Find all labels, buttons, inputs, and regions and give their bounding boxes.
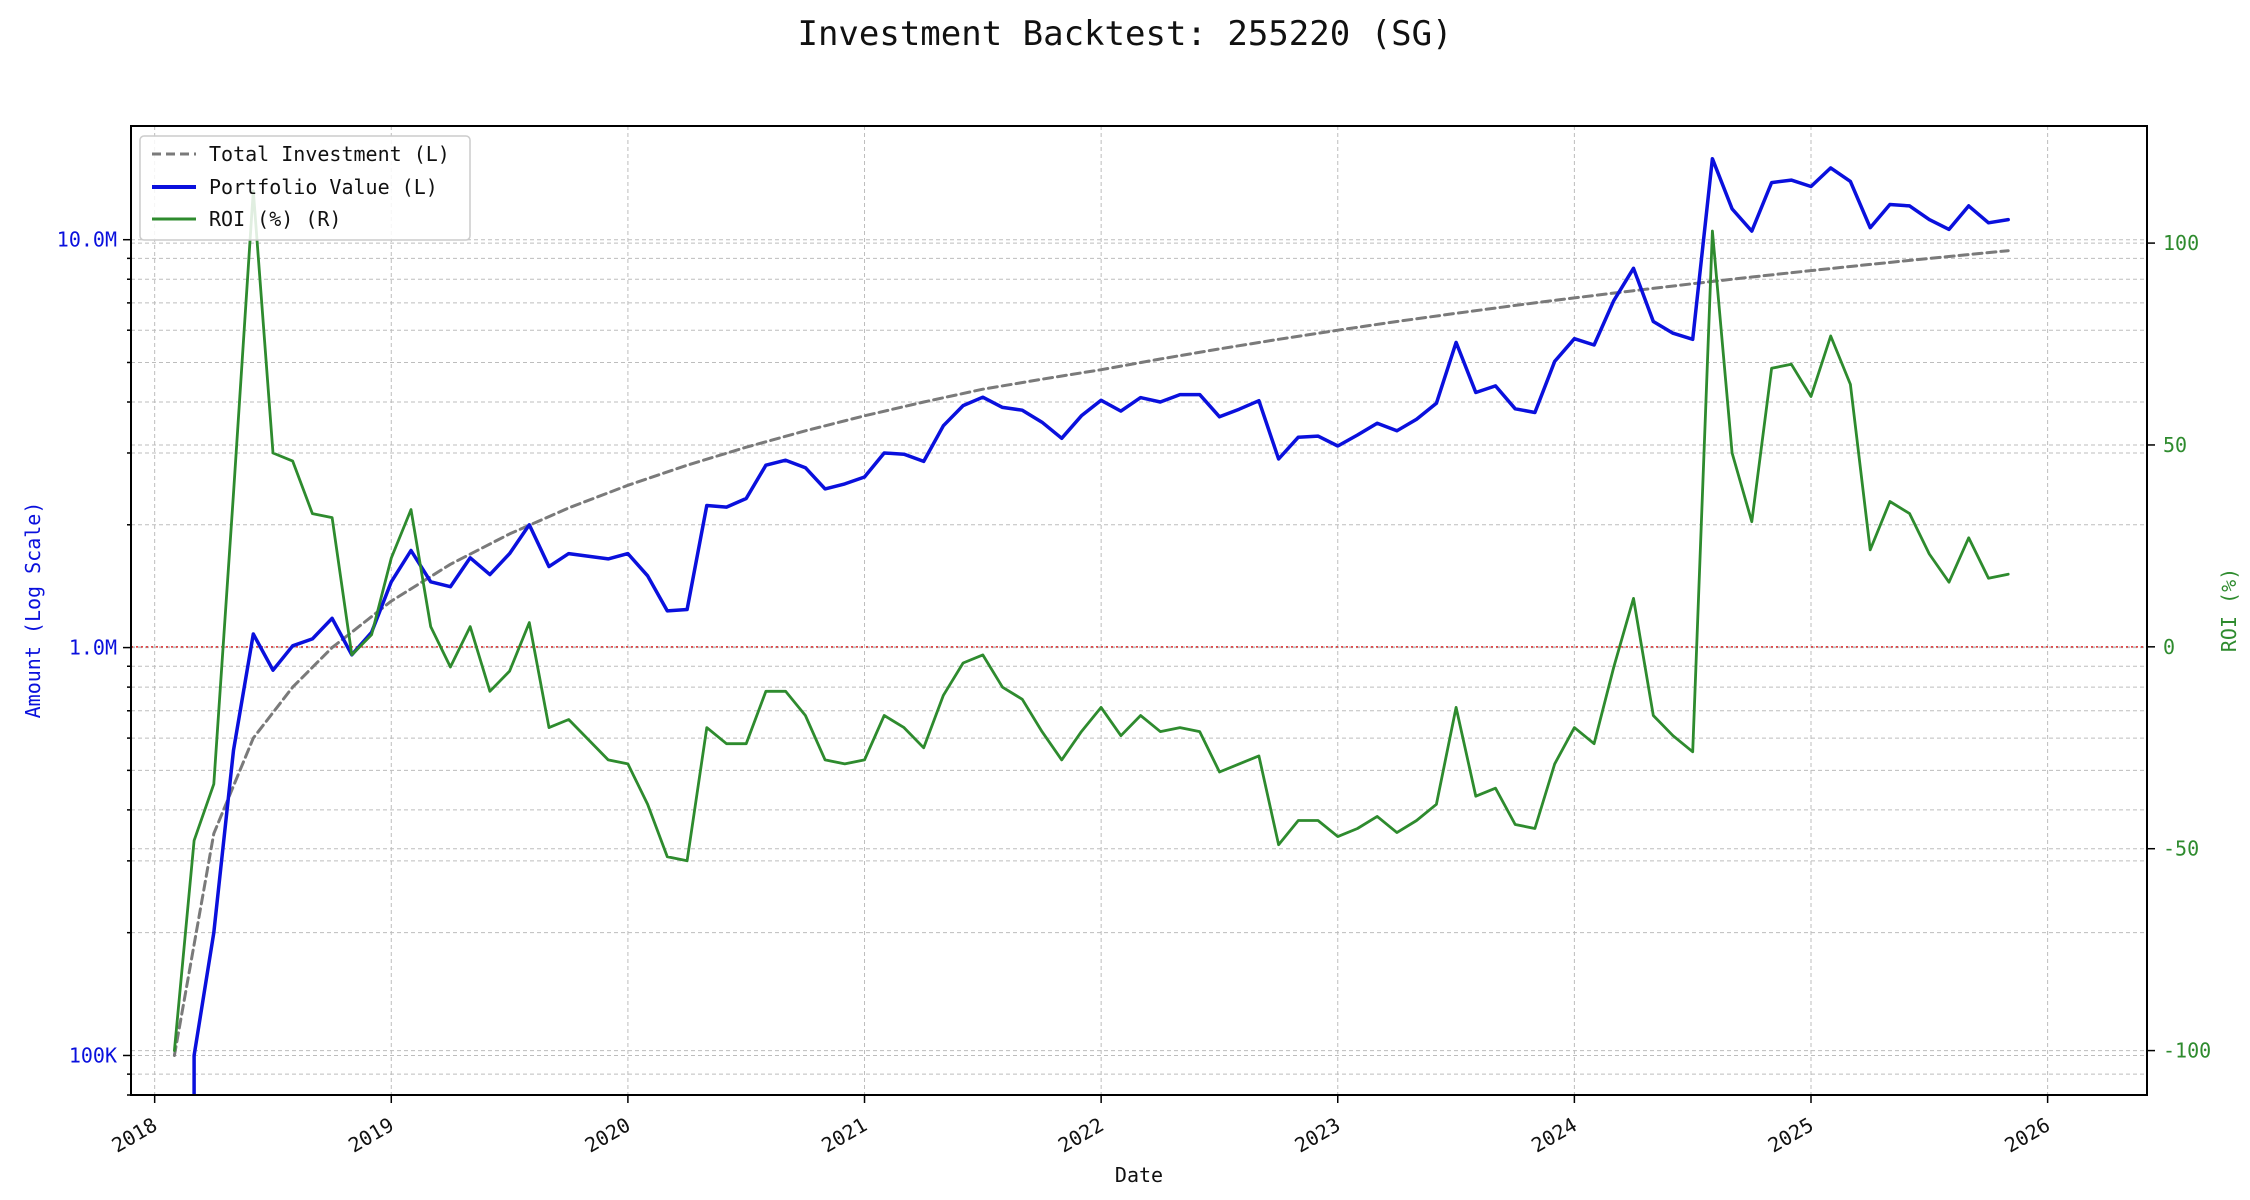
left-tick-label: 10.0M [57, 228, 117, 252]
roi-line [172, 189, 2010, 1052]
x-tick-label: 2023 [1291, 1113, 1345, 1158]
x-tick-label: 2018 [107, 1113, 161, 1158]
plot-frame [130, 125, 2148, 1096]
chart-title: Investment Backtest: 255220 (SG) [797, 14, 1453, 54]
x-tick-label: 2024 [1527, 1113, 1581, 1158]
series-layer [172, 156, 2010, 1095]
total-investment-line [172, 249, 2010, 1057]
x-tick-label: 2021 [817, 1113, 871, 1158]
left-tick-label: 1.0M [69, 636, 117, 660]
x-tick-label: 2019 [344, 1113, 398, 1158]
right-tick-label: -50 [2163, 837, 2199, 861]
x-tick-label: 2022 [1054, 1113, 1108, 1158]
right-tick-label: 100 [2163, 231, 2199, 255]
legend-label-portfolio-value: Portfolio Value (L) [209, 175, 438, 199]
grid-layer [131, 126, 2147, 1096]
legend-label-total-investment: Total Investment (L) [209, 142, 450, 166]
legend-label-roi: ROI (%) (R) [209, 207, 341, 231]
axis-layer: -100 -50 0 50 100 100K 1.0M 10.0M 2018 2019 2020 20… [57, 228, 2211, 1158]
x-axis-title: Date [1115, 1163, 1163, 1187]
right-axis-title: ROI (%) [2217, 568, 2241, 652]
right-tick-label: 50 [2163, 433, 2187, 457]
x-tick-label: 2026 [2000, 1113, 2054, 1158]
right-tick-label: -100 [2163, 1039, 2211, 1063]
legend: Total Investment (L) Portfolio Value (L)… [139, 135, 471, 241]
left-tick-label: 100K [69, 1043, 117, 1067]
legend-box [139, 135, 471, 241]
x-tick-label: 2020 [581, 1113, 635, 1158]
x-tick-label: 2025 [1764, 1113, 1818, 1158]
portfolio-value-line [192, 156, 2010, 1095]
left-axis-title: Amount (Log Scale) [21, 502, 45, 719]
right-tick-label: 0 [2163, 635, 2175, 659]
